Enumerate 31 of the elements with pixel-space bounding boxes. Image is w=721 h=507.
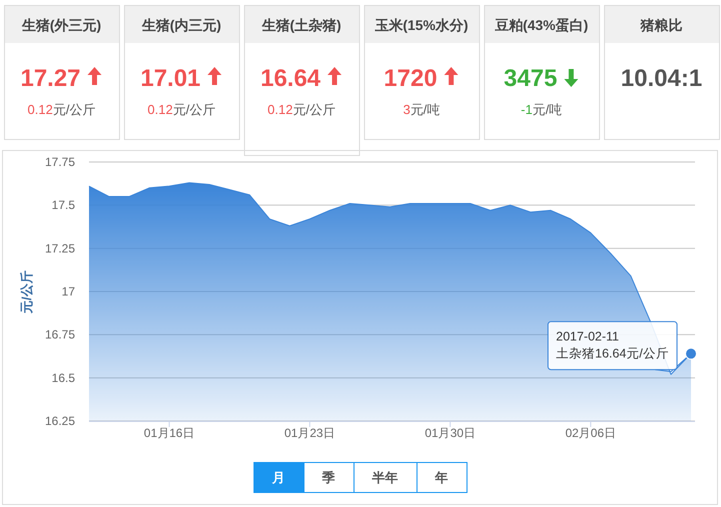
text: 3元/吨 <box>403 102 440 117</box>
x-tick-label: 02月06日 <box>565 426 616 440</box>
text: 16.64 <box>260 65 322 92</box>
y-tick-label: 16.25 <box>44 414 76 428</box>
text: -1元/吨 <box>520 102 562 117</box>
text: 3475 <box>504 65 558 92</box>
text: 1720 <box>384 65 438 92</box>
text: 17.01 <box>140 65 201 92</box>
y-tick-label: 17.5 <box>52 198 76 212</box>
x-tick-label: 01月23日 <box>284 426 336 440</box>
text: 0.12元/公斤 <box>28 102 96 117</box>
text: 猪粮比 <box>640 17 682 33</box>
annotation: 2017-02-11 土杂猪16.64元/公斤 <box>556 330 669 361</box>
text: 生猪(外三元) <box>20 17 102 33</box>
text: 生猪(土杂猪) <box>260 17 342 33</box>
text: 10.04:1 <box>620 65 702 92</box>
x-tick-label: 01月30日 <box>424 426 476 440</box>
x-tick-label: 01月16日 <box>144 426 195 440</box>
text: 生猪(内三元) <box>140 17 222 33</box>
y-tick-label: 17.25 <box>44 241 76 256</box>
text: 玉米(15%水分) <box>374 17 468 33</box>
range-buttons: 月 季 半年 年 <box>254 462 468 493</box>
text: 17.27 <box>20 65 81 92</box>
y-tick-label: 17.75 <box>44 155 76 169</box>
text: 0.12元/公斤 <box>268 102 336 117</box>
text: 0.12元/公斤 <box>148 102 216 117</box>
text: 豆粕(43%蛋白) <box>494 17 588 33</box>
y-tick-label: 16.75 <box>44 328 76 342</box>
y-tick-label: 17 <box>62 284 76 298</box>
y-tick-label: 16.5 <box>52 370 76 385</box>
y-axis-title: 元/公斤 <box>19 270 34 314</box>
